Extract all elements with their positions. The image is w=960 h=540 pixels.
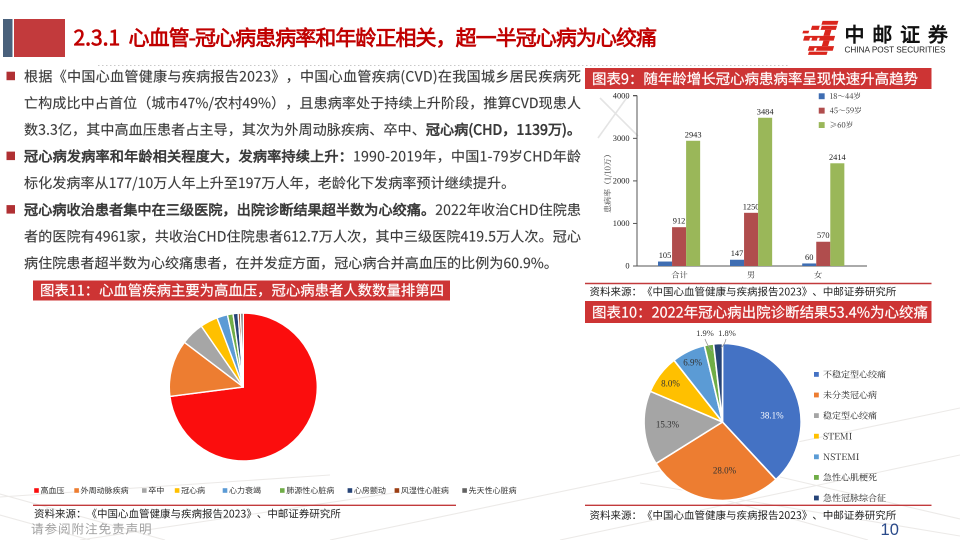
svg-text:10: 10 — [881, 521, 899, 539]
svg-text:1.9%: 1.9% — [696, 328, 714, 338]
svg-text:38.1%: 38.1% — [760, 411, 784, 421]
svg-text:15.3%: 15.3% — [656, 420, 680, 430]
svg-text:1000: 1000 — [613, 219, 630, 228]
svg-text:2000: 2000 — [613, 177, 630, 186]
svg-text:CHINA POST SECURITIES: CHINA POST SECURITIES — [845, 44, 946, 54]
svg-text:60: 60 — [805, 253, 813, 262]
svg-text:2943: 2943 — [685, 130, 702, 139]
svg-text:147: 147 — [731, 249, 744, 258]
svg-text:105: 105 — [659, 251, 672, 260]
svg-text:3000: 3000 — [613, 134, 630, 143]
svg-text:8.0%: 8.0% — [661, 379, 680, 389]
svg-text:1250: 1250 — [743, 202, 760, 211]
svg-text:570: 570 — [817, 231, 830, 240]
svg-text:0: 0 — [625, 262, 629, 271]
svg-text:912: 912 — [673, 217, 686, 226]
svg-text:6.9%: 6.9% — [683, 358, 702, 368]
svg-text:1.8%: 1.8% — [718, 328, 736, 338]
svg-text:3484: 3484 — [757, 107, 775, 116]
svg-text:28.0%: 28.0% — [713, 466, 737, 476]
svg-text:2414: 2414 — [829, 153, 847, 162]
svg-text:4000: 4000 — [613, 92, 630, 101]
